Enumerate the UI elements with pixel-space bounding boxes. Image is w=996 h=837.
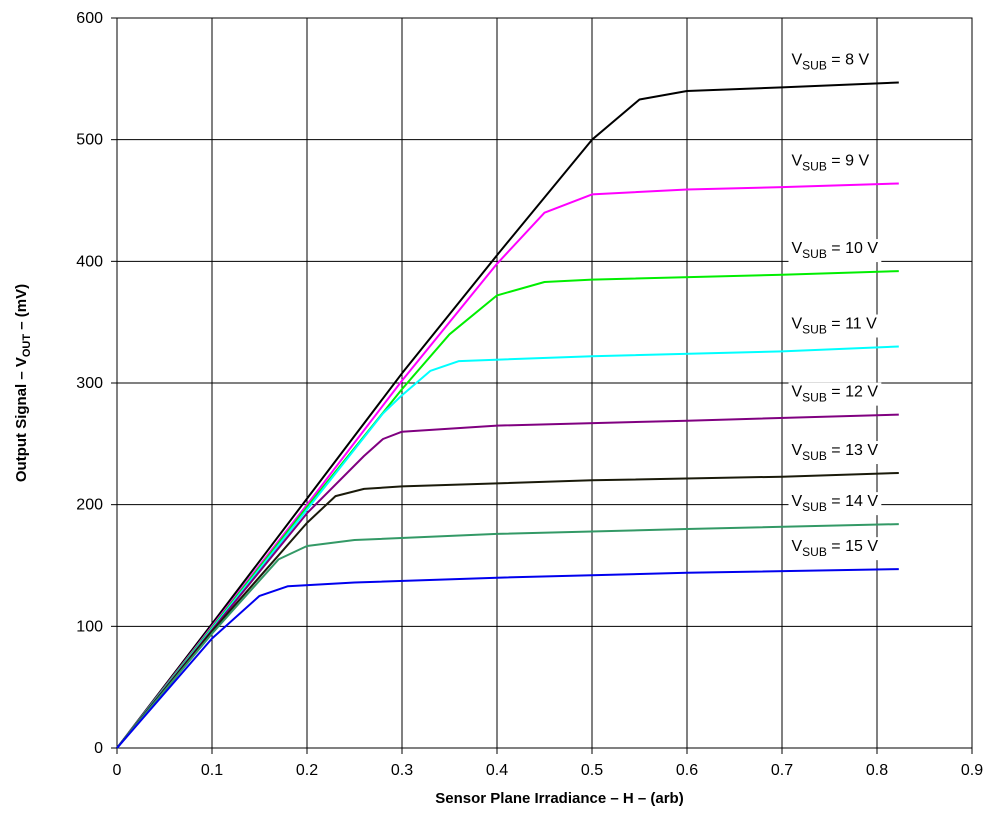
series-label-sub: SUB bbox=[802, 159, 827, 173]
series-label-rest: = 8 V bbox=[827, 51, 870, 68]
series-label-main: V bbox=[792, 442, 803, 459]
series-line bbox=[116, 182, 899, 749]
series-label: VSUB = 10 V bbox=[792, 240, 879, 261]
series-label: VSUB = 11 V bbox=[792, 316, 878, 337]
x-tick-label: 0.7 bbox=[771, 762, 793, 779]
y-tick-label: 600 bbox=[76, 10, 103, 27]
y-axis-title-sub: OUT bbox=[21, 334, 33, 358]
series-label: VSUB = 9 V bbox=[792, 152, 870, 173]
x-tick-label: 0.3 bbox=[391, 762, 413, 779]
series-line bbox=[116, 472, 899, 749]
series-label-sub: SUB bbox=[802, 58, 827, 72]
series-label-background bbox=[788, 492, 882, 516]
series-label-sub: SUB bbox=[802, 545, 827, 559]
y-axis-title: Output Signal – VOUT – (mV) bbox=[13, 284, 33, 482]
series-label: VSUB = 13 V bbox=[792, 442, 879, 463]
series-label-background bbox=[788, 382, 882, 406]
x-tick-label: 0.8 bbox=[866, 762, 888, 779]
series-label-rest: = 9 V bbox=[827, 152, 870, 169]
series-line bbox=[116, 523, 899, 749]
series-label-background bbox=[788, 314, 881, 338]
x-tick-label: 0 bbox=[113, 762, 122, 779]
series-label-background bbox=[788, 537, 882, 561]
series-label-main: V bbox=[792, 493, 803, 510]
series-label-main: V bbox=[792, 538, 803, 555]
x-tick-label: 0.1 bbox=[201, 762, 223, 779]
series-label-rest: = 14 V bbox=[827, 493, 878, 510]
series-label-sub: SUB bbox=[802, 449, 827, 463]
x-tick-label: 0.4 bbox=[486, 762, 508, 779]
series-label-rest: = 10 V bbox=[827, 240, 878, 257]
series-label-main: V bbox=[792, 51, 803, 68]
x-tick-label: 0.2 bbox=[296, 762, 318, 779]
series-label-rest: = 15 V bbox=[827, 538, 878, 555]
x-tick-label: 0.5 bbox=[581, 762, 603, 779]
series-label-background bbox=[788, 50, 873, 74]
y-axis-ticks: 0 100 200 300 400 500 600 bbox=[76, 10, 117, 757]
series-label: VSUB = 15 V bbox=[792, 538, 879, 559]
y-tick-label: 0 bbox=[94, 740, 103, 757]
y-tick-label: 400 bbox=[76, 253, 103, 270]
y-tick-label: 200 bbox=[76, 497, 103, 514]
series-line bbox=[116, 568, 899, 749]
x-axis-title: Sensor Plane Irradiance – H – (arb) bbox=[435, 790, 683, 807]
series-label-background bbox=[788, 441, 882, 465]
series-line bbox=[116, 413, 899, 749]
series-label-background bbox=[788, 151, 873, 175]
y-axis-title-suffix: – (mV) bbox=[13, 284, 30, 334]
series-line bbox=[116, 345, 899, 749]
x-tick-label: 0.6 bbox=[676, 762, 698, 779]
series-label-sub: SUB bbox=[802, 323, 827, 337]
series-label-main: V bbox=[792, 240, 803, 257]
y-axis-title-prefix: Output Signal – V bbox=[13, 357, 30, 482]
series-lines bbox=[116, 81, 899, 749]
series-label-rest: = 12 V bbox=[827, 384, 878, 401]
series-label-rest: = 13 V bbox=[827, 442, 878, 459]
series-label: VSUB = 12 V bbox=[792, 384, 879, 405]
y-tick-label: 300 bbox=[76, 375, 103, 392]
series-label-sub: SUB bbox=[802, 247, 827, 261]
series-line bbox=[116, 81, 899, 749]
series-label: VSUB = 8 V bbox=[792, 51, 870, 72]
y-tick-label: 500 bbox=[76, 132, 103, 149]
series-label-main: V bbox=[792, 384, 803, 401]
x-tick-label: 0.9 bbox=[961, 762, 983, 779]
series-label-sub: SUB bbox=[802, 500, 827, 514]
series-label: VSUB = 14 V bbox=[792, 493, 879, 514]
y-tick-label: 100 bbox=[76, 618, 103, 635]
series-line bbox=[116, 270, 899, 749]
series-label-main: V bbox=[792, 152, 803, 169]
series-label-sub: SUB bbox=[802, 391, 827, 405]
series-label-rest: = 11 V bbox=[827, 316, 877, 333]
series-label-background bbox=[788, 239, 882, 263]
series-label-main: V bbox=[792, 316, 803, 333]
x-axis-ticks: 0 0.1 0.2 0.3 0.4 0.5 0.6 0.7 0.8 0.9 bbox=[113, 748, 983, 779]
